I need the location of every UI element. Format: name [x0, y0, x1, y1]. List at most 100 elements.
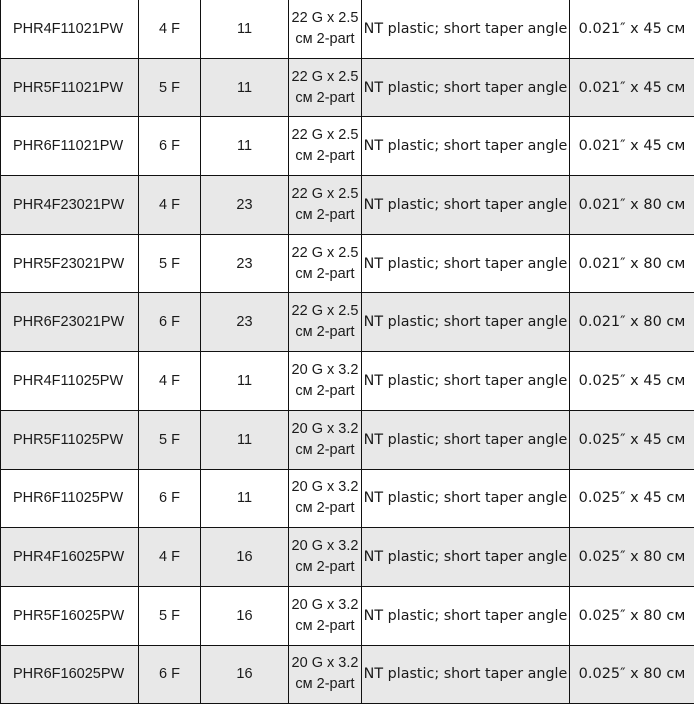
guidewire-cell: 0.021″ x 80 см: [569, 233, 694, 294]
length-cell: 11: [200, 468, 289, 529]
table-row: PHR5F11025PW 5 F 11 20 G x 3.2 см 2-part …: [0, 409, 694, 470]
tip-cell: NT plastic; short taper angle: [361, 468, 570, 529]
needle-gauge: 20 G x 3.2: [291, 479, 359, 496]
table-row: PHR6F11025PW 6 F 11 20 G x 3.2 см 2-part …: [0, 468, 694, 529]
part-number-cell: PHR5F11025PW: [0, 409, 139, 470]
tip-cell: NT plastic; short taper angle: [361, 233, 570, 294]
table-row: PHR5F23021PW 5 F 23 22 G x 2.5 см 2-part …: [0, 233, 694, 294]
needle-type: см 2-part: [295, 441, 355, 458]
needle-type: см 2-part: [295, 324, 355, 341]
size-cell: 5 F: [138, 57, 201, 118]
size-cell: 6 F: [138, 644, 201, 705]
guidewire-cell: 0.025″ x 45 см: [569, 351, 694, 411]
length-cell: 11: [200, 116, 289, 177]
needle-type: см 2-part: [295, 559, 355, 576]
needle-gauge: 22 G x 2.5: [291, 9, 359, 26]
size-cell: 5 F: [138, 233, 201, 294]
needle-cell: 22 G x 2.5 см 2-part: [288, 116, 362, 177]
table-row: PHR5F11021PW 5 F 11 22 G x 2.5 см 2-part …: [0, 57, 694, 118]
needle-type: см 2-part: [295, 206, 355, 223]
part-number-cell: PHR4F11021PW: [0, 0, 139, 59]
needle-gauge: 20 G x 3.2: [291, 655, 359, 672]
guidewire-cell: 0.021″ x 80 см: [569, 175, 694, 235]
size-cell: 4 F: [138, 0, 201, 59]
length-cell: 16: [200, 585, 289, 646]
table-row: PHR4F11021PW 4 F 11 22 G x 2.5 см 2-part …: [0, 0, 694, 59]
length-cell: 23: [200, 233, 289, 294]
part-number-cell: PHR4F23021PW: [0, 175, 139, 235]
guidewire-cell: 0.021″ x 45 см: [569, 116, 694, 177]
part-number-cell: PHR6F23021PW: [0, 292, 139, 353]
needle-gauge: 22 G x 2.5: [291, 68, 359, 85]
tip-cell: NT plastic; short taper angle: [361, 644, 570, 705]
tip-cell: NT plastic; short taper angle: [361, 175, 570, 235]
table-row: PHR6F16025PW 6 F 16 20 G x 3.2 см 2-part …: [0, 644, 694, 705]
length-cell: 11: [200, 0, 289, 59]
tip-cell: NT plastic; short taper angle: [361, 351, 570, 411]
length-cell: 11: [200, 351, 289, 411]
guidewire-cell: 0.025″ x 80 см: [569, 644, 694, 705]
part-number-cell: PHR6F11025PW: [0, 468, 139, 529]
needle-type: см 2-part: [295, 617, 355, 634]
needle-cell: 22 G x 2.5 см 2-part: [288, 233, 362, 294]
part-number-cell: PHR4F11025PW: [0, 351, 139, 411]
tip-cell: NT plastic; short taper angle: [361, 292, 570, 353]
needle-type: см 2-part: [295, 148, 355, 165]
guidewire-cell: 0.025″ x 80 см: [569, 585, 694, 646]
length-cell: 11: [200, 57, 289, 118]
table-row: PHR5F16025PW 5 F 16 20 G x 3.2 см 2-part …: [0, 585, 694, 646]
part-number-cell: PHR4F16025PW: [0, 527, 139, 587]
tip-cell: NT plastic; short taper angle: [361, 409, 570, 470]
needle-gauge: 20 G x 3.2: [291, 420, 359, 437]
needle-gauge: 22 G x 2.5: [291, 303, 359, 320]
needle-type: см 2-part: [295, 265, 355, 282]
needle-cell: 20 G x 3.2 см 2-part: [288, 527, 362, 587]
needle-type: см 2-part: [295, 30, 355, 47]
size-cell: 4 F: [138, 351, 201, 411]
table-row: PHR4F23021PW 4 F 23 22 G x 2.5 см 2-part …: [0, 175, 694, 235]
needle-gauge: 22 G x 2.5: [291, 185, 359, 202]
length-cell: 23: [200, 292, 289, 353]
needle-cell: 20 G x 3.2 см 2-part: [288, 351, 362, 411]
length-cell: 23: [200, 175, 289, 235]
needle-cell: 20 G x 3.2 см 2-part: [288, 644, 362, 705]
part-number-cell: PHR6F11021PW: [0, 116, 139, 177]
needle-type: см 2-part: [295, 676, 355, 693]
size-cell: 4 F: [138, 527, 201, 587]
tip-cell: NT plastic; short taper angle: [361, 585, 570, 646]
part-number-cell: PHR5F16025PW: [0, 585, 139, 646]
needle-cell: 22 G x 2.5 см 2-part: [288, 292, 362, 353]
needle-cell: 20 G x 3.2 см 2-part: [288, 468, 362, 529]
needle-type: см 2-part: [295, 382, 355, 399]
needle-cell: 22 G x 2.5 см 2-part: [288, 0, 362, 59]
size-cell: 5 F: [138, 409, 201, 470]
needle-gauge: 20 G x 3.2: [291, 361, 359, 378]
needle-cell: 22 G x 2.5 см 2-part: [288, 57, 362, 118]
table-row: PHR6F11021PW 6 F 11 22 G x 2.5 см 2-part …: [0, 116, 694, 177]
size-cell: 6 F: [138, 116, 201, 177]
length-cell: 16: [200, 527, 289, 587]
part-number-cell: PHR6F16025PW: [0, 644, 139, 705]
table-row: PHR4F16025PW 4 F 16 20 G x 3.2 см 2-part …: [0, 527, 694, 587]
size-cell: 5 F: [138, 585, 201, 646]
part-number-cell: PHR5F23021PW: [0, 233, 139, 294]
needle-cell: 20 G x 3.2 см 2-part: [288, 409, 362, 470]
length-cell: 11: [200, 409, 289, 470]
table-row: PHR6F23021PW 6 F 23 22 G x 2.5 см 2-part …: [0, 292, 694, 353]
needle-gauge: 20 G x 3.2: [291, 596, 359, 613]
length-cell: 16: [200, 644, 289, 705]
needle-cell: 22 G x 2.5 см 2-part: [288, 175, 362, 235]
part-number-cell: PHR5F11021PW: [0, 57, 139, 118]
size-cell: 4 F: [138, 175, 201, 235]
size-cell: 6 F: [138, 292, 201, 353]
guidewire-cell: 0.021″ x 80 см: [569, 292, 694, 353]
tip-cell: NT plastic; short taper angle: [361, 57, 570, 118]
needle-type: см 2-part: [295, 500, 355, 517]
needle-cell: 20 G x 3.2 см 2-part: [288, 585, 362, 646]
needle-gauge: 22 G x 2.5: [291, 127, 359, 144]
size-cell: 6 F: [138, 468, 201, 529]
guidewire-cell: 0.025″ x 45 см: [569, 468, 694, 529]
needle-type: см 2-part: [295, 89, 355, 106]
tip-cell: NT plastic; short taper angle: [361, 527, 570, 587]
